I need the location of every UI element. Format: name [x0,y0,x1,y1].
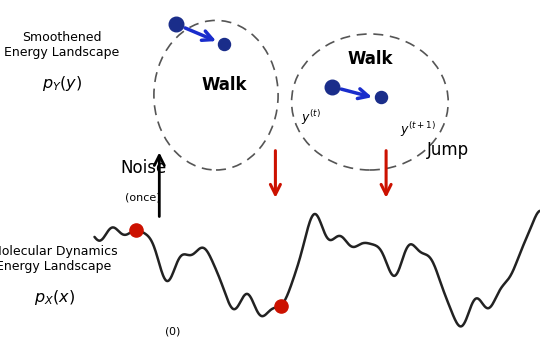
Text: $y^{(t)}$: $y^{(t)}$ [301,108,320,127]
Point [171,21,180,27]
Text: Noise: Noise [120,159,166,177]
Point [328,84,336,89]
Text: Molecular Dynamics
Energy Landscape: Molecular Dynamics Energy Landscape [0,245,117,273]
Text: (once): (once) [125,192,161,202]
Text: $y^{(t+1)}$: $y^{(t+1)}$ [401,120,436,139]
Point [220,41,228,47]
Text: $p_Y(y)$: $p_Y(y)$ [42,74,82,93]
Text: $(0)$: $(0)$ [164,325,181,338]
Text: Walk: Walk [347,51,393,68]
Text: Walk: Walk [201,76,247,94]
Text: Jump: Jump [427,141,469,158]
Text: Smoothened
Energy Landscape: Smoothened Energy Landscape [4,31,120,58]
Point [276,303,285,308]
Text: $p_X(x)$: $p_X(x)$ [33,288,75,307]
Point [132,227,140,233]
Point [376,94,385,100]
